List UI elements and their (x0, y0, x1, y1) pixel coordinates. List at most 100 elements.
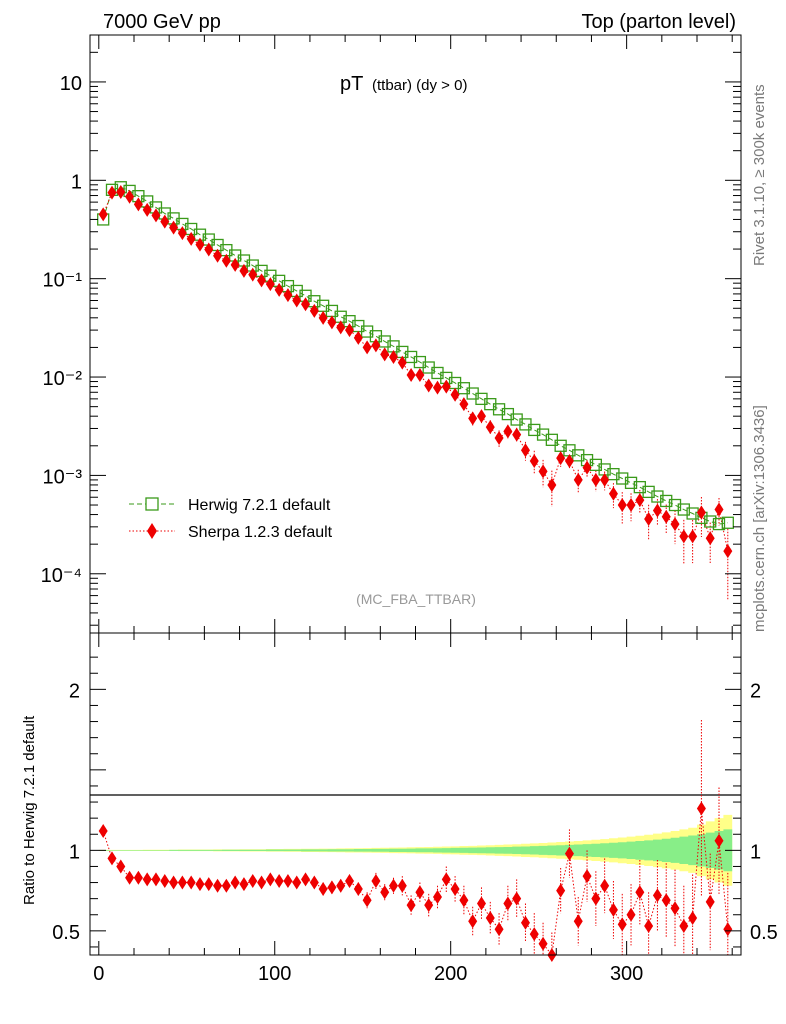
sherpa-ratio-point (608, 902, 618, 917)
sherpa-point (292, 293, 302, 308)
sherpa-point (389, 349, 399, 364)
sherpa-point (441, 379, 451, 394)
y-tick-label: 10⁻² (43, 368, 83, 390)
sherpa-ratio-point (116, 859, 126, 874)
sherpa-ratio-point (644, 919, 654, 934)
sherpa-ratio-line (102, 808, 729, 957)
sherpa-point (652, 503, 662, 518)
herwig-line (102, 186, 728, 525)
sherpa-point (705, 531, 715, 546)
ratio-band-green (98, 829, 733, 872)
x-tick-label: 100 (258, 963, 291, 985)
sherpa-point (494, 431, 504, 446)
sherpa-point (169, 220, 179, 235)
legend-sherpa-marker (147, 523, 157, 539)
sherpa-point (160, 214, 170, 229)
sherpa-ratio-point (389, 878, 399, 893)
sherpa-point (529, 454, 539, 469)
x-tick-label: 200 (434, 963, 467, 985)
header-right-title: Top (parton level) (581, 11, 736, 33)
sherpa-point (204, 242, 214, 257)
sherpa-point (257, 273, 267, 288)
sherpa-ratio-point (661, 893, 671, 908)
sherpa-ratio-point (424, 898, 434, 913)
main-marks (97, 181, 734, 601)
sherpa-ratio-point (459, 893, 469, 908)
sherpa-ratio-point (617, 917, 627, 932)
sherpa-point (125, 189, 135, 204)
sherpa-point (459, 397, 469, 412)
sherpa-ratio-point (195, 877, 205, 892)
sherpa-point (186, 231, 196, 246)
sherpa-point (424, 378, 434, 393)
sherpa-ratio-point (670, 901, 680, 916)
sherpa-point (151, 208, 161, 223)
herwig-point (360, 325, 374, 338)
sherpa-ratio-point (133, 870, 143, 885)
sherpa-point (503, 424, 513, 439)
sherpa-point (213, 248, 223, 263)
sherpa-point (432, 380, 442, 395)
sherpa-point (696, 505, 706, 520)
sherpa-point (520, 443, 530, 458)
sherpa-point (371, 338, 381, 353)
sherpa-point (98, 207, 108, 222)
sherpa-ratio-point (125, 870, 135, 885)
sherpa-ratio-point (160, 873, 170, 888)
ratio-frame (89, 632, 742, 956)
sherpa-point (380, 347, 390, 362)
sherpa-point (116, 185, 126, 200)
sherpa-ratio-point (353, 881, 363, 896)
herwig-point (712, 517, 726, 531)
y-tick-label-ratio-right: 1 (750, 841, 761, 863)
herwig-point (660, 494, 673, 508)
legend: Herwig 7.2.1 default Sherpa 1.2.3 defaul… (129, 497, 333, 541)
sherpa-ratio-point (371, 873, 381, 888)
sherpa-point (274, 282, 284, 297)
sherpa-point (512, 427, 522, 442)
sherpa-point (485, 420, 495, 435)
sherpa-point (283, 288, 293, 303)
sherpa-point (476, 409, 486, 424)
herwig-point (528, 423, 541, 437)
herwig-point (492, 403, 506, 416)
sherpa-ratio-point (292, 875, 302, 890)
plot-title-sub: (ttbar) (dy > 0) (372, 77, 467, 94)
sherpa-point (301, 297, 311, 312)
sherpa-point (450, 387, 460, 402)
sherpa-ratio-point (186, 875, 196, 890)
sherpa-point (248, 267, 258, 282)
sherpa-point (644, 512, 654, 527)
sherpa-ratio-point (336, 878, 346, 893)
sherpa-ratio-point (169, 875, 179, 890)
sherpa-point (353, 330, 363, 345)
sherpa-point (600, 472, 610, 487)
sherpa-ratio-point (679, 919, 689, 934)
sherpa-ratio-point (688, 910, 698, 925)
sherpa-ratio-point (309, 875, 319, 890)
sherpa-ratio-point (239, 877, 249, 892)
sherpa-ratio-point (582, 869, 592, 884)
sherpa-point (318, 310, 328, 325)
sherpa-ratio-point (432, 890, 442, 905)
ratio-bands (98, 814, 733, 886)
sherpa-point (345, 323, 355, 338)
herwig-point (633, 480, 646, 494)
plot-title: pT (340, 73, 363, 95)
legend-entry-herwig: Herwig 7.2.1 default (129, 497, 331, 514)
sherpa-point (265, 277, 275, 292)
sherpa-point (617, 498, 627, 513)
sherpa-point (415, 367, 425, 382)
sherpa-point (195, 237, 205, 252)
sherpa-point (547, 477, 557, 492)
ratio-ylabel: Ratio to Herwig 7.2.1 default (21, 715, 38, 905)
sherpa-point (582, 460, 592, 475)
sherpa-point (591, 472, 601, 487)
sherpa-point (327, 315, 337, 330)
sherpa-ratio-point (503, 896, 513, 911)
sherpa-ratio-point (204, 877, 214, 892)
herwig-point (677, 503, 690, 516)
herwig-point (616, 472, 629, 485)
main-frame (89, 34, 742, 634)
